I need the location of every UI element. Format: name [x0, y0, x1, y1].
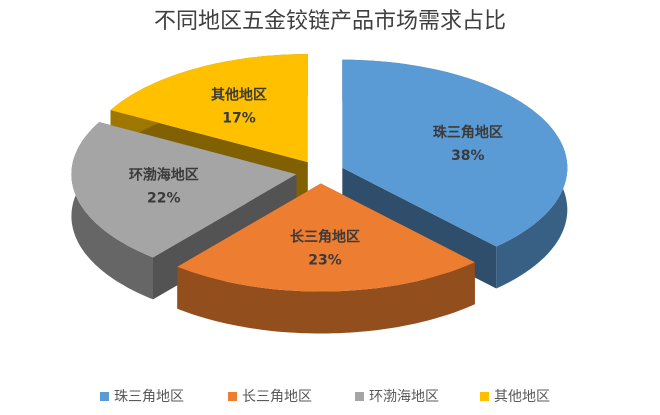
slice-top	[342, 59, 568, 247]
slice	[177, 183, 475, 334]
legend-swatch	[355, 392, 364, 401]
legend-label: 珠三角地区	[114, 389, 184, 405]
slice-value: 23%	[308, 252, 342, 268]
legend-label: 其他地区	[494, 389, 550, 405]
slice-top	[110, 54, 308, 163]
slice-label: 其他地区	[211, 86, 267, 103]
legend-swatch	[100, 392, 109, 401]
slice-wall	[177, 262, 475, 334]
legend-swatch	[228, 392, 237, 401]
legend-swatch	[480, 392, 489, 401]
slice-label: 长三角地区	[290, 228, 360, 245]
slice-top	[71, 122, 297, 258]
slice-label: 环渤海地区	[129, 166, 199, 183]
slice-value: 38%	[451, 148, 485, 164]
slice-value: 22%	[147, 190, 181, 206]
slice-top	[177, 183, 475, 292]
legend-label: 长三角地区	[242, 389, 312, 405]
legend-label: 环渤海地区	[369, 389, 439, 405]
slice-value: 17%	[222, 110, 256, 126]
chart-title: 不同地区五金铰链产品市场需求占比	[154, 9, 506, 34]
slice-label: 珠三角地区	[433, 124, 503, 141]
